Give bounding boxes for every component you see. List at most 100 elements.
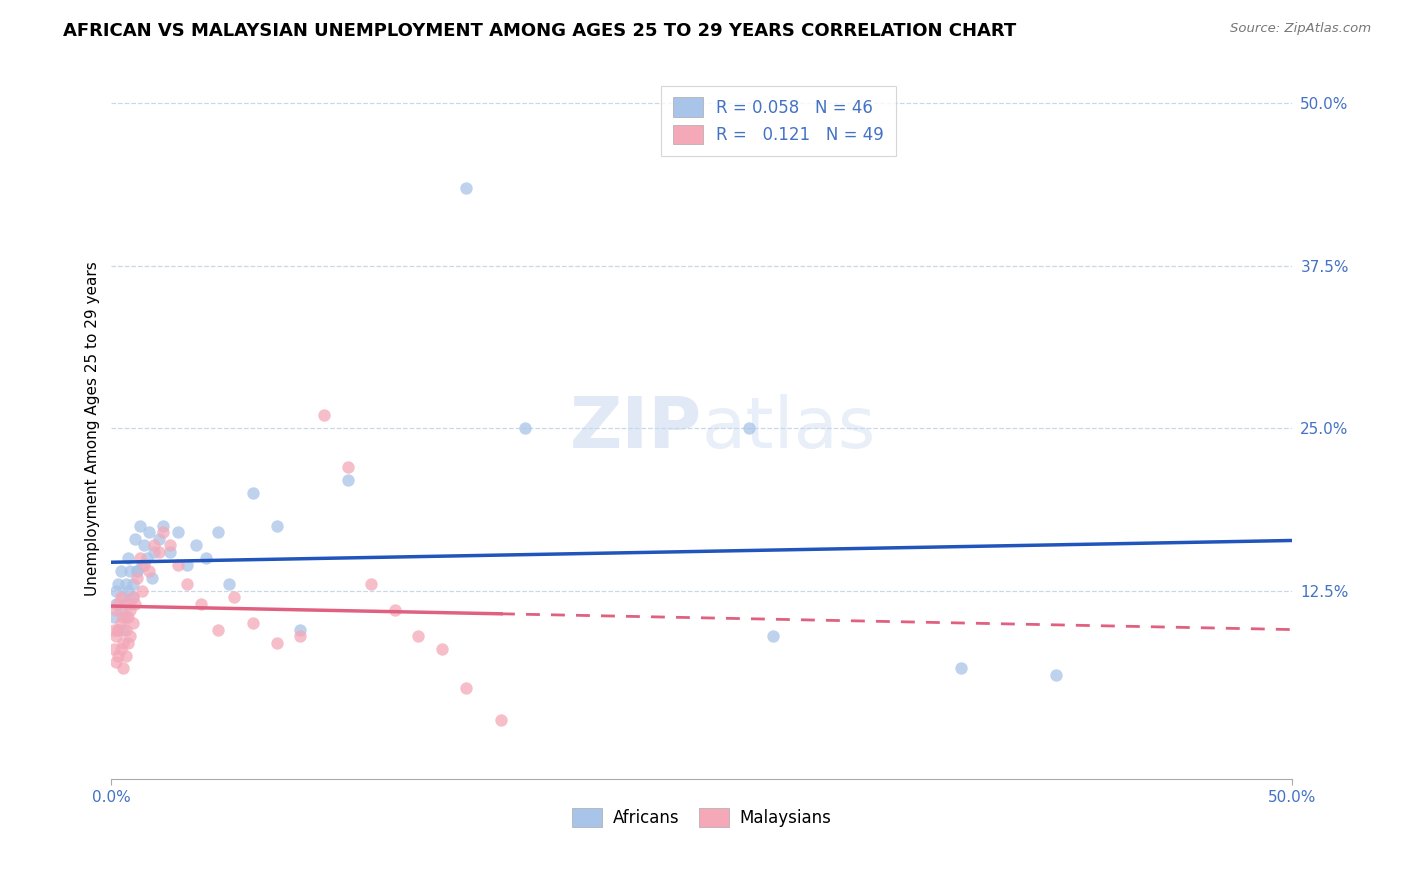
- Point: [134, 538, 156, 552]
- Point: [107, 577, 129, 591]
- Point: [166, 525, 188, 540]
- Point: [194, 551, 217, 566]
- Text: ZIP: ZIP: [569, 393, 702, 463]
- Point: [103, 609, 125, 624]
- Point: [242, 486, 264, 500]
- Point: [761, 629, 783, 643]
- Point: [127, 570, 149, 584]
- Point: [186, 538, 208, 552]
- Point: [107, 597, 129, 611]
- Legend: Africans, Malaysians: Africans, Malaysians: [565, 801, 838, 834]
- Point: [218, 577, 240, 591]
- Point: [124, 597, 146, 611]
- Point: [117, 551, 139, 566]
- Point: [159, 538, 181, 552]
- Point: [142, 538, 165, 552]
- Point: [148, 532, 170, 546]
- Point: [131, 558, 153, 572]
- Point: [112, 609, 135, 624]
- Point: [128, 518, 150, 533]
- Point: [141, 570, 163, 584]
- Point: [190, 597, 212, 611]
- Point: [135, 551, 157, 566]
- Point: [120, 597, 142, 611]
- Point: [120, 564, 142, 578]
- Point: [103, 623, 125, 637]
- Point: [207, 623, 229, 637]
- Point: [124, 532, 146, 546]
- Point: [1045, 668, 1067, 682]
- Point: [176, 558, 198, 572]
- Point: [114, 623, 136, 637]
- Point: [112, 661, 135, 675]
- Point: [110, 603, 132, 617]
- Point: [112, 635, 135, 649]
- Point: [176, 577, 198, 591]
- Point: [103, 642, 125, 657]
- Point: [312, 408, 335, 422]
- Point: [114, 577, 136, 591]
- Point: [105, 597, 128, 611]
- Text: Source: ZipAtlas.com: Source: ZipAtlas.com: [1230, 22, 1371, 36]
- Point: [131, 583, 153, 598]
- Point: [266, 518, 288, 533]
- Point: [266, 635, 288, 649]
- Point: [152, 518, 174, 533]
- Point: [105, 629, 128, 643]
- Point: [166, 558, 188, 572]
- Point: [127, 564, 149, 578]
- Point: [207, 525, 229, 540]
- Point: [408, 629, 430, 643]
- Point: [738, 421, 761, 435]
- Point: [112, 590, 135, 604]
- Point: [110, 642, 132, 657]
- Y-axis label: Unemployment Among Ages 25 to 29 years: Unemployment Among Ages 25 to 29 years: [86, 260, 100, 596]
- Point: [105, 655, 128, 669]
- Point: [120, 603, 142, 617]
- Point: [117, 609, 139, 624]
- Point: [290, 629, 312, 643]
- Point: [110, 590, 132, 604]
- Point: [107, 648, 129, 663]
- Point: [114, 648, 136, 663]
- Point: [454, 681, 477, 695]
- Point: [121, 577, 143, 591]
- Point: [114, 609, 136, 624]
- Point: [454, 181, 477, 195]
- Point: [430, 642, 453, 657]
- Point: [105, 583, 128, 598]
- Point: [148, 544, 170, 558]
- Point: [290, 623, 312, 637]
- Point: [360, 577, 382, 591]
- Point: [224, 590, 246, 604]
- Point: [336, 460, 359, 475]
- Point: [105, 603, 128, 617]
- Text: atlas: atlas: [702, 393, 876, 463]
- Point: [114, 597, 136, 611]
- Point: [138, 525, 160, 540]
- Point: [117, 583, 139, 598]
- Point: [489, 714, 512, 728]
- Point: [110, 564, 132, 578]
- Point: [121, 590, 143, 604]
- Point: [107, 623, 129, 637]
- Point: [121, 615, 143, 630]
- Text: AFRICAN VS MALAYSIAN UNEMPLOYMENT AMONG AGES 25 TO 29 YEARS CORRELATION CHART: AFRICAN VS MALAYSIAN UNEMPLOYMENT AMONG …: [63, 22, 1017, 40]
- Point: [117, 635, 139, 649]
- Point: [159, 544, 181, 558]
- Point: [112, 623, 135, 637]
- Point: [127, 564, 149, 578]
- Point: [384, 603, 406, 617]
- Point: [950, 661, 973, 675]
- Point: [242, 615, 264, 630]
- Point: [120, 629, 142, 643]
- Point: [110, 615, 132, 630]
- Point: [138, 564, 160, 578]
- Point: [107, 623, 129, 637]
- Point: [121, 590, 143, 604]
- Point: [134, 558, 156, 572]
- Point: [513, 421, 536, 435]
- Point: [142, 544, 165, 558]
- Point: [336, 473, 359, 487]
- Point: [128, 551, 150, 566]
